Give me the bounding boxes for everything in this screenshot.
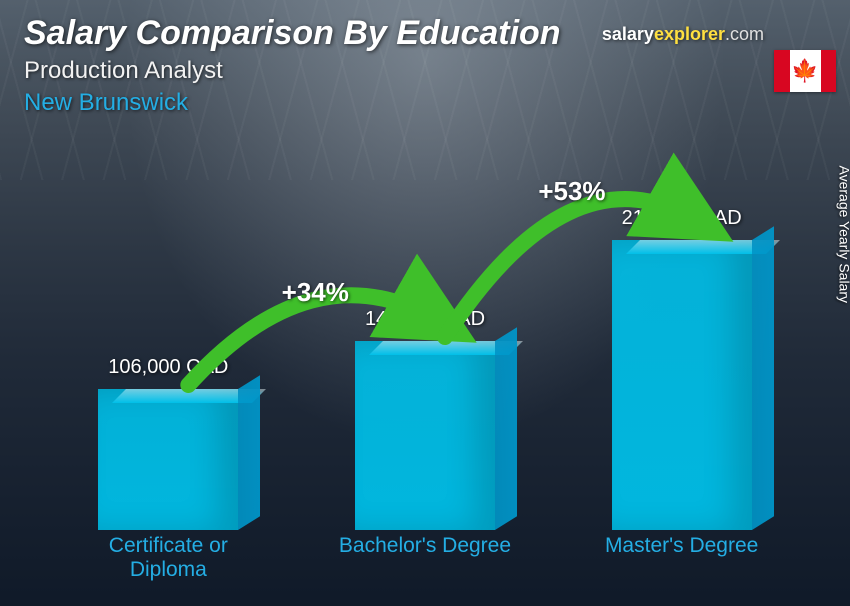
header: Salary Comparison By Education Productio… bbox=[24, 14, 561, 117]
location: New Brunswick bbox=[24, 89, 561, 117]
arc-pct-label: +34% bbox=[282, 277, 349, 308]
job-title: Production Analyst bbox=[24, 57, 561, 85]
y-axis-label: Average Yearly Salary bbox=[836, 166, 850, 304]
brand-part1: salary bbox=[602, 24, 654, 44]
growth-arc bbox=[40, 158, 810, 588]
arc-path bbox=[445, 199, 692, 337]
maple-leaf-icon: 🍁 bbox=[791, 60, 818, 82]
brand-logo: salaryexplorer.com bbox=[602, 24, 764, 45]
brand-part2: explorer bbox=[654, 24, 725, 44]
page-title: Salary Comparison By Education bbox=[24, 14, 561, 53]
flag-band-left bbox=[774, 50, 790, 92]
chart-area: 106,000 CAD142,000 CAD218,000 CAD Certif… bbox=[40, 158, 810, 588]
brand-part3: .com bbox=[725, 24, 764, 44]
flag-band-right bbox=[821, 50, 837, 92]
arc-pct-label: +53% bbox=[538, 176, 605, 207]
flag-center: 🍁 bbox=[790, 50, 821, 92]
country-flag: 🍁 bbox=[774, 50, 836, 92]
